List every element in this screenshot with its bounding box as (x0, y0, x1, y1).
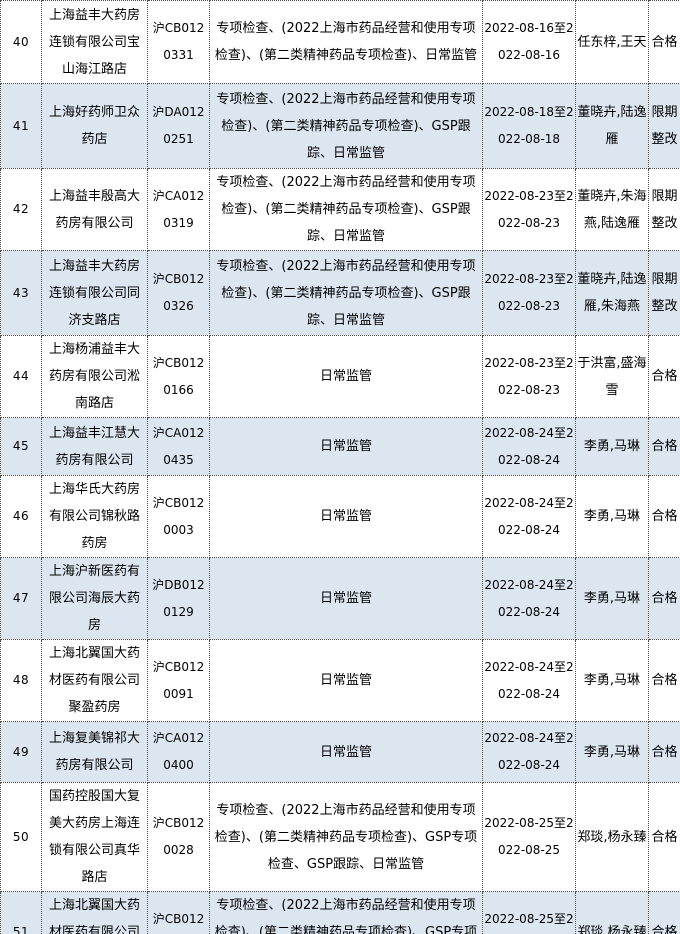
license-cell: 沪DA0120251 (147, 83, 210, 169)
inspectors-cell: 任东梓,王天 (575, 0, 649, 84)
row-number-cell: 44 (0, 335, 42, 418)
inspectors-cell: 李勇,马琳 (575, 557, 649, 640)
inspection-type-cell: 日常监管 (209, 335, 483, 418)
company-cell: 上海北翼国大药材医药有限公司真华药房 (41, 891, 148, 934)
result-cell: 合格 (648, 721, 680, 783)
date-range-cell: 2022-08-16至2022-08-16 (482, 0, 576, 84)
license-cell: 沪CA0120319 (147, 168, 210, 251)
company-cell: 上海杨浦益丰大药房有限公司淞南路店 (41, 335, 148, 418)
table-row: 45 上海益丰江慧大药房有限公司 沪CA0120435 日常监管 2022-08… (0, 417, 680, 476)
license-cell: 沪CB0120326 (147, 250, 210, 336)
row-number-cell: 51 (0, 891, 42, 934)
company-cell: 上海益丰江慧大药房有限公司 (41, 417, 148, 476)
license-cell: 沪DB0120129 (147, 557, 210, 640)
company-cell: 上海益丰大药房连锁有限公司宝山海江路店 (41, 0, 148, 84)
result-cell: 合格 (648, 475, 680, 558)
row-number-cell: 45 (0, 417, 42, 476)
table-row: 44 上海杨浦益丰大药房有限公司淞南路店 沪CB0120166 日常监管 202… (0, 335, 680, 418)
result-cell: 合格 (648, 639, 680, 722)
license-cell: 沪CA0120400 (147, 721, 210, 783)
date-range-cell: 2022-08-23至2022-08-23 (482, 250, 576, 336)
company-cell: 上海北翼国大药材医药有限公司聚盈药房 (41, 639, 148, 722)
inspection-type-cell: 日常监管 (209, 721, 483, 783)
table-row: 51 上海北翼国大药材医药有限公司真华药房 沪CB0120111 专项检查、(2… (0, 891, 680, 934)
inspection-type-cell: 日常监管 (209, 475, 483, 558)
date-range-cell: 2022-08-23至2022-08-23 (482, 168, 576, 251)
table-row: 41 上海好药师卫众药店 沪DA0120251 专项检查、(2022上海市药品经… (0, 83, 680, 169)
table-row: 40 上海益丰大药房连锁有限公司宝山海江路店 沪CB0120331 专项检查、(… (0, 0, 680, 84)
inspection-type-cell: 日常监管 (209, 557, 483, 640)
inspectors-cell: 郑琰,杨永臻 (575, 782, 649, 892)
date-range-cell: 2022-08-24至2022-08-24 (482, 417, 576, 476)
row-number-cell: 50 (0, 782, 42, 892)
table-row: 46 上海华氏大药房有限公司锦秋路药房 沪CB0120003 日常监管 2022… (0, 475, 680, 558)
inspectors-cell: 于洪富,盛海雪 (575, 335, 649, 418)
company-cell: 上海复美锦祁大药房有限公司 (41, 721, 148, 783)
date-range-cell: 2022-08-24至2022-08-24 (482, 557, 576, 640)
result-cell: 合格 (648, 417, 680, 476)
inspection-type-cell: 专项检查、(2022上海市药品经营和使用专项检查)、(第二类精神药品专项检查)、… (209, 168, 483, 251)
table-row: 47 上海沪新医药有限公司海辰大药房 沪DB0120129 日常监管 2022-… (0, 557, 680, 640)
date-range-cell: 2022-08-25至2022-08-25 (482, 891, 576, 934)
row-number-cell: 47 (0, 557, 42, 640)
inspectors-cell: 李勇,马琳 (575, 721, 649, 783)
row-number-cell: 42 (0, 168, 42, 251)
date-range-cell: 2022-08-25至2022-08-25 (482, 782, 576, 892)
inspectors-cell: 董晓卉,朱海燕,陆逸雁 (575, 168, 649, 251)
license-cell: 沪CB0120111 (147, 891, 210, 934)
company-cell: 上海益丰殷高大药房有限公司 (41, 168, 148, 251)
table-row: 42 上海益丰殷高大药房有限公司 沪CA0120319 专项检查、(2022上海… (0, 168, 680, 251)
result-cell: 合格 (648, 557, 680, 640)
company-cell: 上海好药师卫众药店 (41, 83, 148, 169)
row-number-cell: 49 (0, 721, 42, 783)
result-cell: 合格 (648, 0, 680, 84)
result-cell: 合格 (648, 782, 680, 892)
row-number-cell: 41 (0, 83, 42, 169)
table-row: 50 国药控股国大复美大药房上海连锁有限公司真华路店 沪CB0120028 专项… (0, 782, 680, 892)
license-cell: 沪CB0120003 (147, 475, 210, 558)
company-cell: 上海益丰大药房连锁有限公司同济支路店 (41, 250, 148, 336)
date-range-cell: 2022-08-18至2022-08-18 (482, 83, 576, 169)
result-cell: 限期整改 (648, 168, 680, 251)
inspectors-cell: 董晓卉,陆逸雁,朱海燕 (575, 250, 649, 336)
inspectors-cell: 李勇,马琳 (575, 475, 649, 558)
license-cell: 沪CB0120091 (147, 639, 210, 722)
table-row: 43 上海益丰大药房连锁有限公司同济支路店 沪CB0120326 专项检查、(2… (0, 250, 680, 336)
inspection-type-cell: 专项检查、(2022上海市药品经营和使用专项检查)、(第二类精神药品专项检查)、… (209, 782, 483, 892)
result-cell: 合格 (648, 335, 680, 418)
date-range-cell: 2022-08-24至2022-08-24 (482, 475, 576, 558)
inspection-type-cell: 专项检查、(2022上海市药品经营和使用专项检查)、(第二类精神药品专项检查)、… (209, 250, 483, 336)
date-range-cell: 2022-08-24至2022-08-24 (482, 721, 576, 783)
inspection-type-cell: 专项检查、(2022上海市药品经营和使用专项检查)、(第二类精神药品专项检查)、… (209, 891, 483, 934)
date-range-cell: 2022-08-24至2022-08-24 (482, 639, 576, 722)
inspectors-cell: 郑琰,杨永臻 (575, 891, 649, 934)
row-number-cell: 43 (0, 250, 42, 336)
row-number-cell: 48 (0, 639, 42, 722)
license-cell: 沪CB0120166 (147, 335, 210, 418)
inspection-type-cell: 日常监管 (209, 639, 483, 722)
result-cell: 限期整改 (648, 250, 680, 336)
company-cell: 上海沪新医药有限公司海辰大药房 (41, 557, 148, 640)
company-cell: 上海华氏大药房有限公司锦秋路药房 (41, 475, 148, 558)
row-number-cell: 46 (0, 475, 42, 558)
inspectors-cell: 李勇,马琳 (575, 417, 649, 476)
company-cell: 国药控股国大复美大药房上海连锁有限公司真华路店 (41, 782, 148, 892)
table-row: 49 上海复美锦祁大药房有限公司 沪CA0120400 日常监管 2022-08… (0, 721, 680, 783)
inspectors-cell: 李勇,马琳 (575, 639, 649, 722)
inspection-type-cell: 日常监管 (209, 417, 483, 476)
table-row: 48 上海北翼国大药材医药有限公司聚盈药房 沪CB0120091 日常监管 20… (0, 639, 680, 722)
date-range-cell: 2022-08-23至2022-08-23 (482, 335, 576, 418)
license-cell: 沪CA0120435 (147, 417, 210, 476)
row-number-cell: 40 (0, 0, 42, 84)
inspection-type-cell: 专项检查、(2022上海市药品经营和使用专项检查)、(第二类精神药品专项检查)、… (209, 83, 483, 169)
inspection-type-cell: 专项检查、(2022上海市药品经营和使用专项检查)、(第二类精神药品专项检查)、… (209, 0, 483, 84)
result-cell: 合格 (648, 891, 680, 934)
result-cell: 限期整改 (648, 83, 680, 169)
license-cell: 沪CB0120331 (147, 0, 210, 84)
inspectors-cell: 董晓卉,陆逸雁 (575, 83, 649, 169)
license-cell: 沪CB0120028 (147, 782, 210, 892)
